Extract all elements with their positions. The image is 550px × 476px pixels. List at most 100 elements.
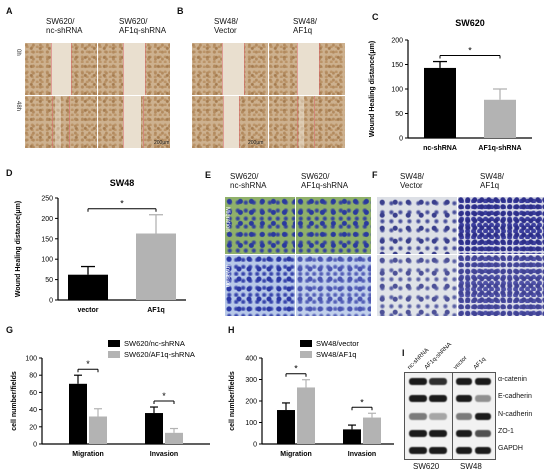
chart-g-ytick-label: 20	[29, 424, 37, 431]
chart-d-ytick-label: 0	[49, 298, 53, 305]
chart-g-ytick-label: 80	[29, 373, 37, 380]
panel-a-row-0h-label: 0h	[15, 49, 21, 56]
chart-g: 0 20 40 60 80 100 cell number/fields Migration *…	[11, 339, 210, 458]
panel-e-row-invasion-label: Invasion	[224, 265, 230, 288]
wound-image-b-af1q-48h	[268, 95, 346, 149]
chart-h-ylabel: cell number/fields	[229, 371, 236, 431]
transwell-image-e-nc-invasion	[224, 254, 296, 317]
panel-label-d: D	[6, 168, 13, 178]
western-blot	[404, 372, 496, 460]
panel-label-g: G	[6, 325, 14, 335]
chart-d-title: SW48	[110, 178, 135, 188]
chart-h-bar	[343, 429, 361, 444]
chart-h-ytick-label: 200	[245, 399, 257, 406]
chart-c-ytick-label: 100	[391, 87, 403, 94]
panel-a-row-48h-label: 48h	[15, 101, 21, 112]
wound-image-a-af1q-0h	[97, 42, 171, 96]
chart-g-ytick-label: 60	[29, 390, 37, 397]
wound-image-a-af1q-48h: 200μm	[97, 95, 171, 149]
wound-image-b-vector-0h	[191, 42, 269, 96]
panel-label-h: H	[228, 325, 235, 335]
chart-c-ylabel: Wound Healing distance(μm)	[369, 41, 376, 137]
transwell-image-f-vector-migration	[376, 196, 458, 255]
chart-g-bar	[165, 432, 183, 444]
chart-g-ytick-label: 0	[33, 442, 37, 449]
transwell-image-e-af1q-migration	[295, 196, 372, 255]
chart-g-legend-label: SW620/AF1q-shRNA	[124, 350, 195, 359]
chart-h-ytick-label: 300	[245, 377, 257, 384]
chart-h-ytick-label: 400	[245, 356, 257, 363]
chart-d-ytick-label: 200	[41, 216, 53, 223]
chart-g-ytick-label: 40	[29, 407, 37, 414]
chart-c-sig-star: *	[468, 46, 472, 56]
panel-label-e: E	[205, 170, 212, 180]
chart-g-bar	[69, 383, 87, 444]
chart-c-ytick-label: 150	[391, 62, 403, 69]
chart-c-ytick-label: 0	[399, 136, 403, 143]
transwell-image-f-vector-invasion	[376, 254, 458, 317]
chart-h-category-label: Migration	[280, 451, 312, 458]
chart-h-bar	[277, 410, 295, 444]
wb-protein-label-4: ZO-1	[498, 428, 514, 435]
panel-f-col-2-label: SW48/ AF1q	[480, 172, 505, 190]
chart-h-ytick-label: 0	[253, 442, 257, 449]
chart-d-ytick-label: 50	[45, 277, 53, 284]
wb-protein-label-5: GAPDH	[498, 445, 523, 452]
chart-c: 0 50 100 150 200 Wound Healing distance(μm) SW…	[369, 18, 532, 152]
chart-g-sig-star: *	[162, 391, 166, 401]
chart-g-bar	[145, 413, 163, 444]
panel-f-col-1-label: SW48/ Vector	[400, 172, 425, 190]
panel-label-a: A	[6, 6, 13, 16]
transwell-image-f-af1q-invasion	[457, 254, 545, 317]
wound-image-a-nc-0h	[24, 42, 98, 96]
chart-d-bar	[136, 233, 176, 300]
wb-protein-label-3: N-cadherin	[498, 411, 533, 418]
panel-e-col-1-label: SW620/ nc-shRNA	[230, 172, 267, 190]
chart-g-legend-swatch	[108, 340, 120, 347]
chart-h-bar	[297, 387, 315, 444]
chart-g-legend-label: SW620/nc-shRNA	[124, 339, 185, 348]
chart-h-legend-swatch	[300, 340, 312, 347]
chart-g-ylabel: cell number/fields	[11, 371, 18, 431]
chart-d-ytick-label: 250	[41, 196, 53, 203]
panel-e-col-2-label: SW620/ AF1q-shRNA	[301, 172, 349, 190]
chart-h-legend-swatch	[300, 351, 312, 358]
chart-h-bar	[363, 417, 381, 444]
panel-label-i: I	[402, 348, 405, 358]
chart-d-ytick-label: 150	[41, 236, 53, 243]
panel-a-col-2-label: SW620/ AF1q-shRNA	[119, 17, 167, 35]
wound-image-a-nc-48h	[24, 95, 98, 149]
transwell-image-e-nc-migration	[224, 196, 296, 255]
wound-image-b-vector-48h	[191, 95, 269, 149]
chart-g-ytick-label: 100	[25, 356, 37, 363]
wound-image-b-af1q-0h	[268, 42, 346, 96]
panel-b-col-1-label: SW48/ Vector	[214, 17, 239, 35]
panel-label-f: F	[372, 170, 378, 180]
chart-g-bar	[89, 416, 107, 444]
chart-c-category-label: nc-shRNA	[423, 145, 457, 152]
chart-c-ytick-label: 50	[395, 111, 403, 118]
panel-b-col-2-label: SW48/ AF1q	[293, 17, 318, 35]
chart-c-bar	[484, 99, 516, 138]
chart-d-category-label: AF1q	[147, 307, 165, 314]
chart-d-sig-star: *	[120, 199, 124, 209]
panel-label-b: B	[177, 6, 184, 16]
chart-d-category-label: vector	[77, 307, 98, 314]
scale-label-b: 200μm	[248, 140, 264, 146]
chart-h-sig-star: *	[294, 364, 298, 374]
wb-group-label-sw620: SW620	[413, 462, 440, 471]
chart-c-category-label: AF1q-shRNA	[478, 145, 521, 152]
transwell-image-e-af1q-invasion	[295, 254, 372, 317]
wb-group-label-sw48: SW48	[460, 462, 482, 471]
chart-h: 0 100 200 300 400 cell number/fields Migration…	[229, 339, 394, 458]
chart-h-category-label: Invasion	[348, 451, 376, 458]
panel-e-row-migration-label: Migration	[224, 207, 230, 232]
wb-protein-label-2: E-cadherin	[498, 393, 532, 400]
chart-c-bar	[424, 67, 456, 138]
chart-h-legend-label: SW48/vector	[316, 339, 359, 348]
scale-label-a: 200μm	[154, 140, 170, 146]
chart-d-ytick-label: 100	[41, 257, 53, 264]
panel-label-c: C	[372, 12, 379, 22]
transwell-image-f-af1q-migration	[457, 196, 545, 255]
chart-h-sig-star: *	[360, 397, 364, 407]
